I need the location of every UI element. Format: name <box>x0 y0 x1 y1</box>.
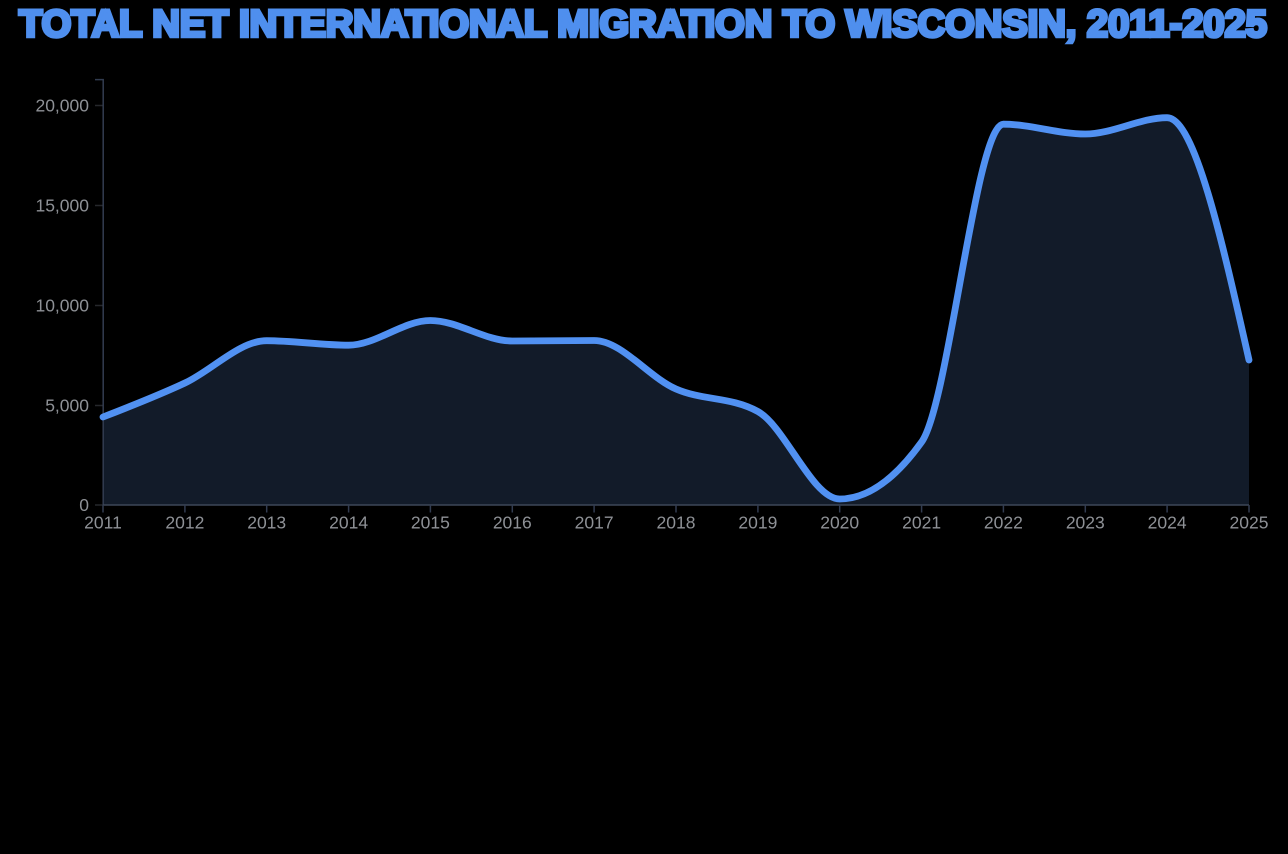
svg-text:2019: 2019 <box>738 513 777 533</box>
svg-text:2020: 2020 <box>820 513 859 533</box>
svg-text:2021: 2021 <box>902 513 941 533</box>
svg-text:2023: 2023 <box>1066 513 1105 533</box>
svg-text:2025: 2025 <box>1230 513 1269 533</box>
svg-text:2013: 2013 <box>247 513 286 533</box>
svg-text:TOTAL NET INTERNATIONAL MIGRAT: TOTAL NET INTERNATIONAL MIGRATION TO WIS… <box>19 3 1267 45</box>
svg-text:0: 0 <box>79 495 89 515</box>
svg-text:2024: 2024 <box>1148 513 1187 533</box>
svg-text:2014: 2014 <box>329 513 368 533</box>
svg-text:2012: 2012 <box>165 513 204 533</box>
svg-text:5,000: 5,000 <box>45 396 89 416</box>
svg-text:20,000: 20,000 <box>35 96 89 116</box>
svg-text:2017: 2017 <box>575 513 614 533</box>
svg-text:15,000: 15,000 <box>35 196 89 216</box>
svg-text:2011: 2011 <box>84 513 122 533</box>
svg-text:2015: 2015 <box>411 513 450 533</box>
svg-text:2022: 2022 <box>984 513 1023 533</box>
svg-text:2016: 2016 <box>493 513 532 533</box>
svg-text:2018: 2018 <box>657 513 696 533</box>
svg-text:10,000: 10,000 <box>35 296 89 316</box>
